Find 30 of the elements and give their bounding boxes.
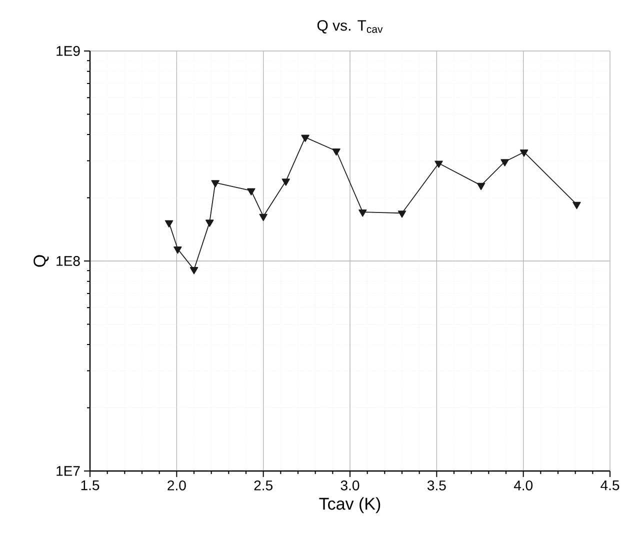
point	[211, 180, 220, 188]
x-tick-label: 4.5	[600, 480, 620, 490]
point	[174, 246, 182, 254]
x-tick-label: 3.5	[427, 480, 446, 490]
point	[259, 214, 268, 222]
x-tick-label: 4.0	[514, 480, 533, 490]
y-tick-label: 1E9	[56, 46, 80, 56]
point	[282, 178, 290, 186]
x-axis-title: Tcav (K)	[319, 497, 380, 514]
chart-title: Q vs. T$_{cav}$	[317, 20, 383, 34]
y-axis-title: Q	[34, 255, 49, 267]
point	[358, 210, 367, 217]
point	[398, 210, 406, 218]
point	[434, 160, 443, 168]
point	[572, 202, 581, 210]
x-tick-label: 2.5	[254, 480, 272, 490]
point	[500, 159, 509, 166]
point	[520, 150, 528, 157]
x-tick-label: 2.0	[168, 480, 186, 490]
point	[247, 188, 256, 196]
point	[206, 220, 214, 227]
point	[164, 220, 174, 228]
x-tick-label: 3.0	[340, 480, 360, 490]
point	[301, 134, 310, 142]
point	[190, 267, 198, 274]
point	[476, 182, 486, 190]
y-tick-label: 1E8	[56, 256, 80, 266]
x-tick-label: 1.5	[81, 480, 100, 490]
y-tick-label: 1E7	[56, 466, 80, 476]
point	[332, 148, 340, 156]
